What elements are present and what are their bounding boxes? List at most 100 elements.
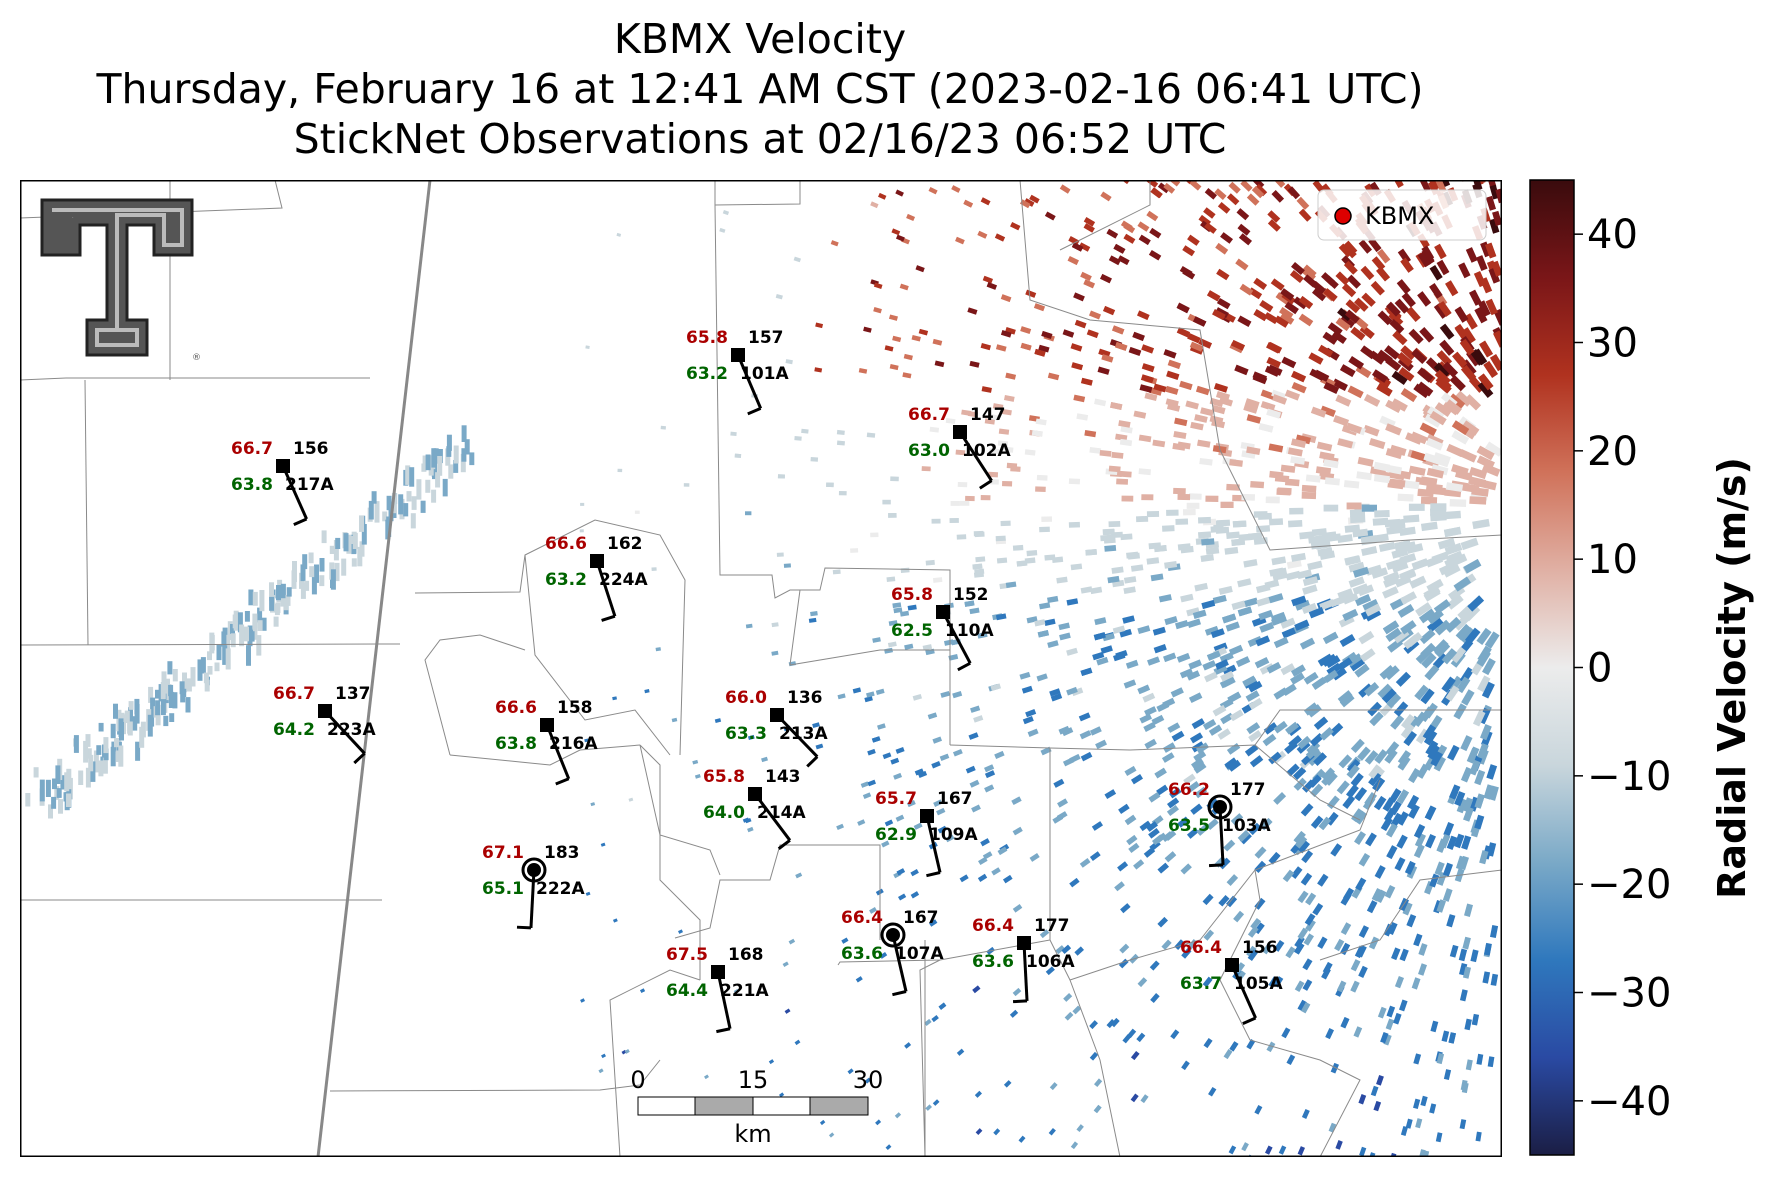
station-102A: 66.7 147 63.0 102A: [908, 405, 1011, 490]
station-wind-direction: 167: [903, 908, 939, 928]
station-id: 223A: [327, 720, 376, 740]
station-marker: [590, 554, 604, 568]
station-223A: 66.7 137 64.2 223A: [273, 684, 376, 765]
station-temperature: 66.7: [273, 684, 315, 704]
texas-tech-logo: TT ®: [40, 198, 201, 363]
station-temperature: 65.7: [875, 789, 917, 809]
station-id: 214A: [757, 803, 806, 823]
station-wind-direction: 152: [953, 585, 989, 605]
station-wind-direction: 168: [728, 945, 764, 965]
wind-barb-flag: [1012, 999, 1028, 1004]
wind-barb-flag: [293, 517, 308, 527]
station-temperature: 66.0: [725, 688, 767, 708]
station-wind-direction: 183: [544, 843, 580, 863]
calm-wind-marker: [880, 922, 906, 948]
station-103A: 66.2 177 63.5 103A: [1168, 780, 1271, 868]
map-panel[interactable]: TT ® KBMX 65.8 157 63.2 101A 66.7 147 63.0 102A…: [20, 180, 1502, 1157]
legend-label: KBMX: [1365, 202, 1434, 230]
station-wind-direction: 158: [557, 698, 593, 718]
station-wind-direction: 137: [335, 684, 371, 704]
station-wind-direction: 156: [293, 439, 329, 459]
station-temperature: 66.7: [231, 439, 273, 459]
station-wind-direction: 167: [937, 789, 973, 809]
station-temperature: 65.8: [686, 328, 728, 348]
wind-barb-staff: [753, 793, 792, 842]
sticknet-stations: 65.8 157 63.2 101A 66.7 147 63.0 102A 66.7 156 63.…: [231, 328, 1283, 1034]
colorbar-tick-label: 40: [1587, 212, 1638, 258]
station-dewpoint: 63.7: [1180, 974, 1222, 994]
station-dewpoint: 62.5: [891, 621, 933, 641]
wind-barb-staff: [958, 431, 993, 482]
station-marker: [318, 704, 332, 718]
wind-barb-staff: [925, 815, 942, 873]
colorbar-tick-label: 30: [1587, 321, 1638, 367]
station-wind-direction: 177: [1034, 916, 1070, 936]
legend-marker: [1334, 207, 1352, 225]
station-temperature: 66.7: [908, 405, 950, 425]
station-id: 216A: [549, 734, 598, 754]
station-wind-direction: 156: [1242, 938, 1278, 958]
station-id: 103A: [1222, 816, 1271, 836]
station-marker: [540, 718, 554, 732]
calm-wind-marker: [521, 857, 547, 883]
map-frame: [20, 180, 1502, 1157]
wind-barb-flag: [716, 1027, 731, 1034]
station-temperature: 65.8: [891, 585, 933, 605]
station-dewpoint: 63.8: [231, 475, 273, 495]
scale-bar: 0 15 30 km: [630, 1066, 883, 1148]
station-dewpoint: 63.6: [841, 944, 883, 964]
radar-velocity-returns: [25, 180, 1502, 1157]
station-wind-direction: 177: [1230, 780, 1266, 800]
station-temperature: 66.6: [545, 534, 587, 554]
station-temperature: 67.5: [666, 945, 708, 965]
station-marker: [711, 965, 725, 979]
scale-tick-0: 0: [630, 1066, 645, 1094]
station-marker: [731, 348, 745, 362]
station-id: 101A: [740, 364, 789, 384]
scale-unit: km: [734, 1120, 771, 1148]
station-temperature: 65.8: [703, 767, 745, 787]
station-temperature: 66.6: [495, 698, 537, 718]
station-dewpoint: 64.0: [703, 803, 745, 823]
station-dewpoint: 63.8: [495, 734, 537, 754]
station-id: 110A: [945, 621, 994, 641]
map-canvas[interactable]: TT ® KBMX 65.8 157 63.2 101A 66.7 147 63.0 102A…: [20, 180, 1502, 1157]
station-id: 107A: [895, 944, 944, 964]
station-107A: 66.4 167 63.6 107A: [841, 908, 944, 997]
station-wind-direction: 143: [765, 767, 801, 787]
wind-barb-flag: [777, 839, 791, 850]
station-id: 213A: [779, 724, 828, 744]
station-221A: 67.5 168 64.4 221A: [666, 945, 769, 1034]
station-temperature: 66.4: [841, 908, 883, 928]
county-boundaries: [20, 180, 1502, 1157]
station-id: 102A: [962, 441, 1011, 461]
title-line-1: KBMX Velocity: [613, 15, 907, 63]
station-marker: [1017, 936, 1031, 950]
wind-barb-staff: [1022, 942, 1029, 1001]
station-temperature: 66.4: [1180, 938, 1222, 958]
wind-barb-flag: [892, 990, 907, 997]
wind-barb-flag: [1208, 863, 1224, 868]
wind-barb-flag: [601, 614, 616, 622]
wind-barb-staff: [545, 724, 571, 780]
map-background: [20, 180, 1502, 1157]
station-marker: [953, 425, 967, 439]
scale-tick-30: 30: [853, 1066, 884, 1094]
wind-barb-staff: [281, 465, 308, 520]
station-214A: 65.8 143 64.0 214A: [703, 767, 806, 850]
wind-barb-flag: [555, 777, 570, 786]
colorbar-label: Radial Velocity (m/s): [1710, 457, 1754, 899]
station-wind-direction: 136: [787, 688, 823, 708]
station-222A: 67.1 183 65.1 222A: [482, 843, 585, 930]
station-216A: 66.6 158 63.8 216A: [495, 698, 598, 786]
colorbar-tick-label: −40: [1587, 1079, 1671, 1125]
station-id: 217A: [285, 475, 334, 495]
station-109A: 65.7 167 62.9 109A: [875, 789, 978, 878]
station-marker: [936, 605, 950, 619]
state-boundary: [316, 180, 432, 1157]
wind-barb-flag: [926, 871, 941, 878]
colorbar-tick-label: 10: [1587, 537, 1638, 583]
station-110A: 65.8 152 62.5 110A: [891, 585, 994, 672]
station-dewpoint: 63.6: [972, 952, 1014, 972]
station-105A: 66.4 156 63.7 105A: [1180, 938, 1283, 1026]
